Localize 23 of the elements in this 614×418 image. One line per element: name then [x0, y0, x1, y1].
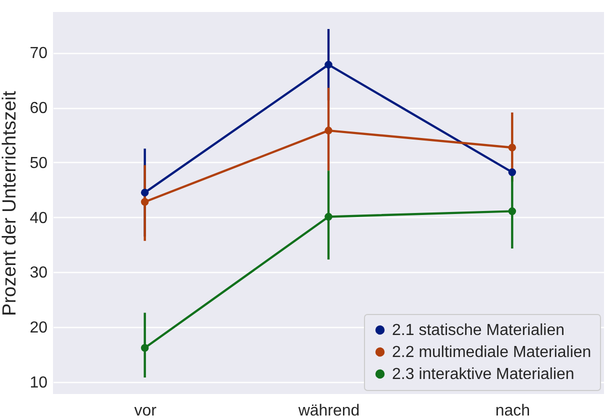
point: [508, 207, 516, 216]
y-tick-label: 40: [30, 210, 48, 227]
y-tick-label: 30: [30, 264, 48, 282]
x-tick-label: vor: [134, 402, 158, 418]
x-tick-label: während: [297, 402, 360, 418]
point: [140, 344, 149, 352]
point: [508, 144, 516, 152]
y-axis-title: Prozent der Unterrichtszeit: [0, 90, 21, 316]
y-tick-label: 60: [30, 100, 48, 117]
point: [324, 60, 332, 69]
legend-label: 2.2 multimediale Materialien: [392, 344, 592, 361]
point: [140, 198, 149, 206]
legend-label: 2.1 statische Materialien: [392, 322, 565, 339]
y-tick-label: 70: [30, 45, 48, 62]
point: [140, 188, 149, 196]
y-tick-label: 20: [30, 320, 48, 337]
point: [508, 168, 516, 176]
point: [324, 212, 332, 221]
y-tick-label: 50: [30, 154, 48, 172]
y-tick-label: 10: [30, 374, 48, 392]
point: [324, 126, 332, 134]
x-tick-label: nach: [495, 402, 530, 418]
legend-label: 2.3 interaktive Materialien: [392, 366, 574, 383]
